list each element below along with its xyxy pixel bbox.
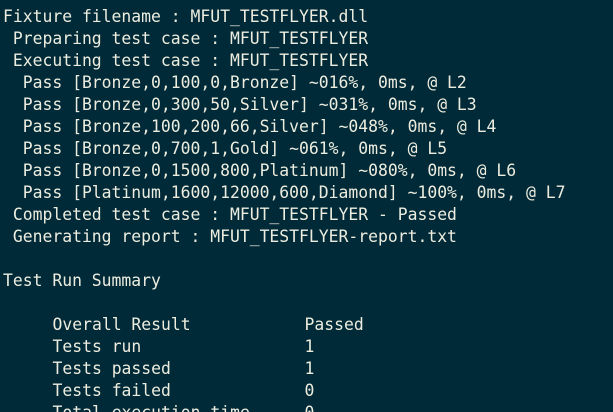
log-line-pass-result-1: Pass [Bronze,0,100,0,Bronze] ~016%, 0ms,…: [3, 73, 467, 92]
log-line-pass-result-3: Pass [Bronze,100,200,66,Silver] ~048%, 0…: [3, 117, 497, 136]
log-line-executing-test-case: Executing test case : MFUT_TESTFLYER: [3, 51, 369, 70]
log-line-pass-result-2: Pass [Bronze,0,300,50,Silver] ~031%, 0ms…: [3, 95, 477, 114]
summary-row-tests-run: Tests run 1: [3, 314, 613, 356]
summary-row-overall-result: Overall Result Passed: [3, 292, 613, 334]
summary-value: 0: [304, 402, 314, 412]
summary-value: 1: [304, 337, 315, 356]
summary-label: Tests passed: [52, 359, 171, 378]
summary-value: 0: [304, 381, 315, 400]
log-line-pass-result-6: Pass [Platinum,1600,12000,600,Diamond] ~…: [3, 183, 566, 202]
summary-title: Test Run Summary: [3, 271, 161, 290]
log-line-pass-result-4: Pass [Bronze,0,700,1,Gold] ~061%, 0ms, @…: [3, 139, 448, 158]
log-line-completed-test-case: Completed test case : MFUT_TESTFLYER - P…: [3, 205, 457, 224]
summary-label: Tests run: [52, 337, 142, 356]
summary-row-tests-failed: Tests failed 0: [3, 358, 613, 400]
summary-value: 1: [304, 359, 315, 378]
log-line-generating-report: Generating report : MFUT_TESTFLYER-repor…: [3, 227, 457, 246]
blank-line: [3, 248, 613, 270]
summary-label: Tests failed: [52, 381, 171, 400]
summary-row-tests-passed: Tests passed 1: [3, 336, 613, 378]
log-line-pass-result-5: Pass [Bronze,0,1500,800,Platinum] ~080%,…: [3, 161, 517, 180]
summary-label: Overall Result: [52, 315, 191, 334]
log-line-preparing-test-case: Preparing test case : MFUT_TESTFLYER: [3, 29, 369, 48]
summary-value: Passed: [304, 315, 364, 334]
summary-label: Total execution time: [52, 402, 304, 412]
summary-row-total-execution-time: Total execution time0: [3, 380, 613, 412]
log-line-fixture-filename: Fixture filename : MFUT_TESTFLYER.dll: [3, 7, 369, 26]
